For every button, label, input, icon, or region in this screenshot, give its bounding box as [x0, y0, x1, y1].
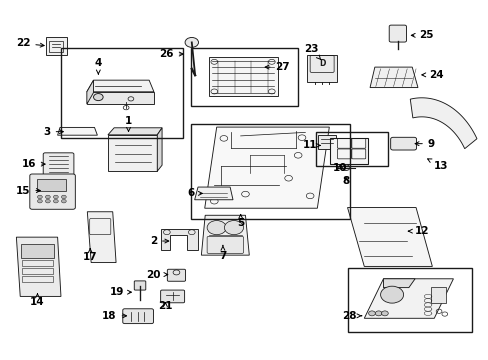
FancyBboxPatch shape [430, 287, 445, 303]
FancyBboxPatch shape [37, 179, 65, 190]
Circle shape [375, 311, 381, 316]
Text: 13: 13 [427, 159, 447, 171]
FancyBboxPatch shape [208, 57, 277, 96]
FancyBboxPatch shape [30, 174, 75, 209]
Polygon shape [157, 128, 162, 171]
Text: 20: 20 [146, 270, 167, 280]
Text: D: D [318, 59, 325, 68]
Circle shape [45, 195, 50, 199]
FancyBboxPatch shape [45, 37, 66, 55]
Circle shape [38, 195, 42, 199]
FancyBboxPatch shape [43, 153, 74, 176]
FancyBboxPatch shape [207, 237, 243, 253]
Text: 6: 6 [187, 188, 202, 198]
Text: 5: 5 [237, 215, 244, 228]
FancyBboxPatch shape [134, 281, 145, 290]
Text: 27: 27 [264, 62, 289, 72]
FancyBboxPatch shape [167, 269, 185, 281]
Text: 26: 26 [159, 49, 183, 59]
Circle shape [93, 94, 103, 101]
FancyBboxPatch shape [21, 243, 54, 258]
Polygon shape [17, 237, 61, 296]
Circle shape [342, 165, 349, 171]
Text: 15: 15 [16, 186, 40, 195]
Polygon shape [201, 215, 249, 255]
Polygon shape [108, 135, 157, 171]
FancyBboxPatch shape [390, 137, 416, 150]
Circle shape [207, 221, 226, 235]
Text: 11: 11 [302, 140, 320, 150]
Text: 18: 18 [102, 311, 126, 321]
Text: 16: 16 [21, 159, 45, 169]
Text: 28: 28 [341, 311, 361, 321]
Polygon shape [369, 67, 417, 87]
Text: 22: 22 [16, 39, 44, 49]
Text: 14: 14 [30, 294, 45, 307]
Text: 2: 2 [149, 236, 168, 246]
Polygon shape [87, 80, 154, 92]
Polygon shape [204, 127, 328, 208]
Polygon shape [364, 279, 452, 318]
Text: 4: 4 [95, 58, 102, 74]
Text: 25: 25 [410, 30, 433, 40]
Circle shape [53, 195, 58, 199]
Circle shape [381, 311, 387, 316]
Polygon shape [87, 80, 93, 104]
Polygon shape [108, 128, 162, 135]
Polygon shape [87, 92, 154, 104]
Circle shape [53, 199, 58, 203]
FancyBboxPatch shape [318, 135, 335, 149]
Circle shape [184, 37, 198, 48]
FancyBboxPatch shape [306, 55, 337, 82]
Circle shape [380, 286, 403, 303]
Circle shape [61, 195, 66, 199]
FancyBboxPatch shape [388, 25, 406, 42]
Text: 23: 23 [304, 45, 320, 59]
Circle shape [368, 311, 375, 316]
Circle shape [45, 199, 50, 203]
Text: 9: 9 [414, 139, 434, 149]
FancyBboxPatch shape [122, 309, 153, 324]
Text: 8: 8 [342, 176, 349, 186]
Text: 3: 3 [43, 127, 63, 137]
Polygon shape [58, 127, 97, 135]
Text: 19: 19 [109, 287, 131, 297]
Text: 10: 10 [332, 163, 347, 174]
Text: 21: 21 [158, 301, 172, 311]
Text: 12: 12 [407, 226, 428, 236]
Polygon shape [87, 212, 116, 262]
Polygon shape [194, 187, 232, 200]
Text: 1: 1 [124, 116, 132, 131]
Circle shape [38, 199, 42, 203]
Text: 24: 24 [421, 70, 443, 80]
Polygon shape [160, 229, 197, 250]
Circle shape [61, 199, 66, 203]
Circle shape [224, 221, 243, 235]
Polygon shape [347, 207, 431, 266]
FancyBboxPatch shape [160, 290, 184, 303]
Text: 7: 7 [219, 245, 226, 261]
Polygon shape [383, 279, 414, 288]
Text: 17: 17 [82, 249, 97, 262]
Polygon shape [409, 98, 476, 149]
FancyBboxPatch shape [329, 138, 367, 165]
